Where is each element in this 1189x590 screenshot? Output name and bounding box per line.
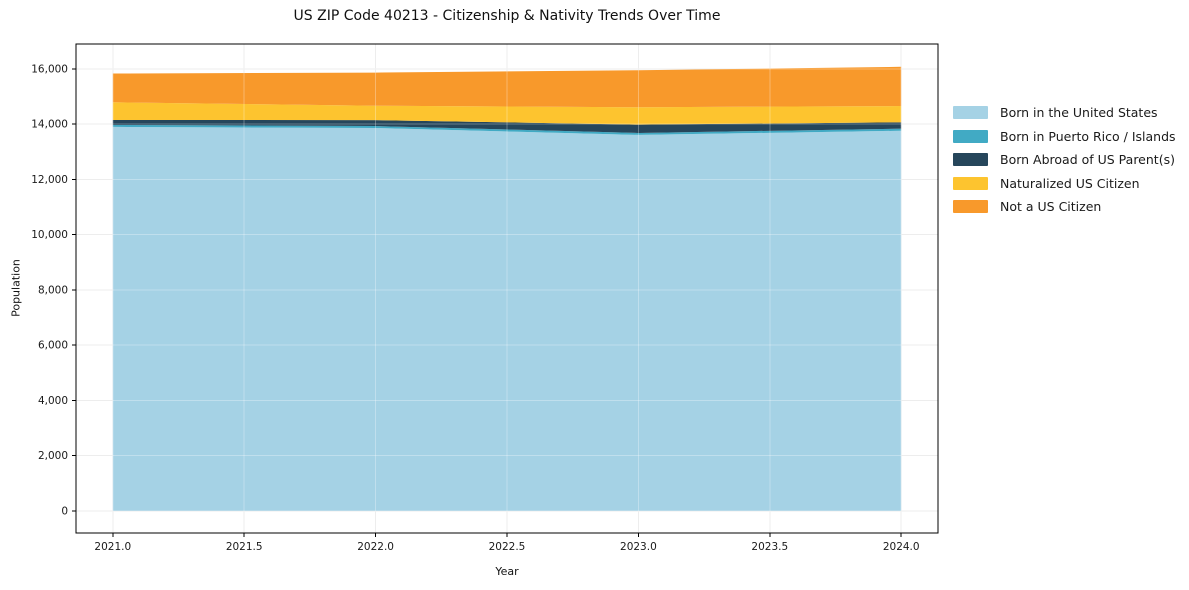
x-axis-label: Year [495, 565, 519, 578]
legend-item: Not a US Citizen [953, 199, 1176, 214]
chart-title: US ZIP Code 40213 - Citizenship & Nativi… [293, 8, 721, 24]
svg-text:14,000: 14,000 [31, 119, 68, 131]
svg-text:4,000: 4,000 [38, 395, 68, 407]
svg-text:6,000: 6,000 [38, 340, 68, 352]
svg-text:16,000: 16,000 [31, 63, 68, 75]
svg-text:2021.0: 2021.0 [94, 541, 131, 553]
legend-item: Born in the United States [953, 105, 1176, 120]
legend-item: Born Abroad of US Parent(s) [953, 152, 1176, 167]
legend-swatch-born-abroad-icon [953, 153, 988, 166]
svg-text:2,000: 2,000 [38, 450, 68, 462]
svg-text:2024.0: 2024.0 [883, 541, 920, 553]
legend-label: Not a US Citizen [1000, 199, 1102, 214]
legend-swatch-not-citizen-icon [953, 200, 988, 213]
svg-text:12,000: 12,000 [31, 174, 68, 186]
y-axis-label: Population [9, 259, 23, 317]
legend-label: Born Abroad of US Parent(s) [1000, 152, 1175, 167]
svg-text:2023.5: 2023.5 [751, 541, 788, 553]
legend-label: Born in the United States [1000, 105, 1158, 120]
svg-text:2022.5: 2022.5 [489, 541, 526, 553]
svg-text:2023.0: 2023.0 [620, 541, 657, 553]
svg-text:2022.0: 2022.0 [357, 541, 394, 553]
svg-text:8,000: 8,000 [38, 284, 68, 296]
legend-swatch-born-us-icon [953, 106, 988, 119]
legend-swatch-naturalized-icon [953, 176, 988, 190]
svg-text:10,000: 10,000 [31, 229, 68, 241]
legend-item: Naturalized US Citizen [953, 175, 1176, 191]
legend-label: Naturalized US Citizen [1000, 175, 1140, 191]
legend: Born in the United States Born in Puerto… [953, 105, 1176, 224]
svg-text:0: 0 [61, 505, 68, 517]
legend-item: Born in Puerto Rico / Islands [953, 128, 1176, 144]
legend-label: Born in Puerto Rico / Islands [1000, 128, 1176, 144]
svg-text:2021.5: 2021.5 [226, 541, 263, 553]
legend-swatch-puerto-rico-icon [953, 129, 988, 143]
